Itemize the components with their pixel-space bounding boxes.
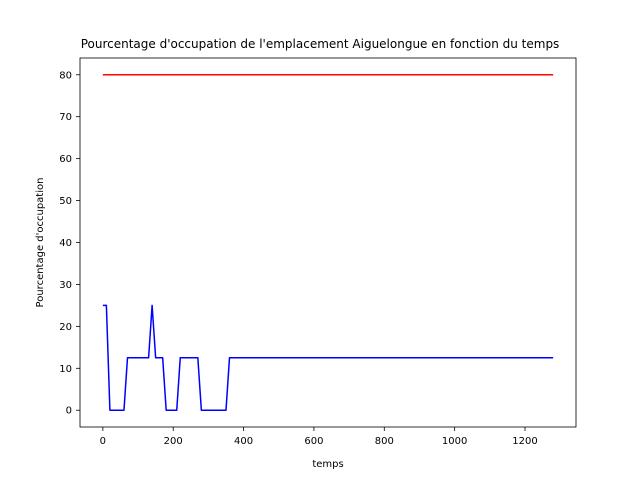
- x-axis-label: temps: [312, 459, 343, 470]
- x-tick-label: 400: [234, 436, 253, 447]
- y-tick-label: 30: [59, 280, 72, 291]
- y-tick-label: 60: [59, 154, 72, 165]
- x-tick-label: 0: [100, 436, 106, 447]
- y-tick-label: 70: [59, 112, 72, 123]
- ticks-layer: 0 200 400 600 800 1000 1200 0 10 20 30 40 50 60 70 80: [59, 70, 537, 447]
- plot-frame: [79, 57, 577, 428]
- y-axis-label: Pourcentage d'occupation: [35, 178, 46, 308]
- y-tick-label: 10: [59, 364, 72, 375]
- x-tick-label: 200: [164, 436, 183, 447]
- series-line-2: [102, 304, 554, 411]
- y-tick-label: 40: [59, 238, 72, 249]
- x-tick-label: 800: [375, 436, 394, 447]
- y-tick-label: 50: [59, 196, 72, 207]
- y-tick-label: 20: [59, 322, 72, 333]
- x-tick-label: 1000: [442, 436, 467, 447]
- y-tick-label: 80: [59, 70, 72, 81]
- x-tick-label: 1200: [512, 436, 537, 447]
- y-tick-label: 0: [66, 406, 72, 417]
- chart-title: Pourcentage d'occupation de l'emplacemen…: [81, 37, 560, 51]
- x-tick-label: 600: [304, 436, 323, 447]
- series-layer: [102, 74, 554, 411]
